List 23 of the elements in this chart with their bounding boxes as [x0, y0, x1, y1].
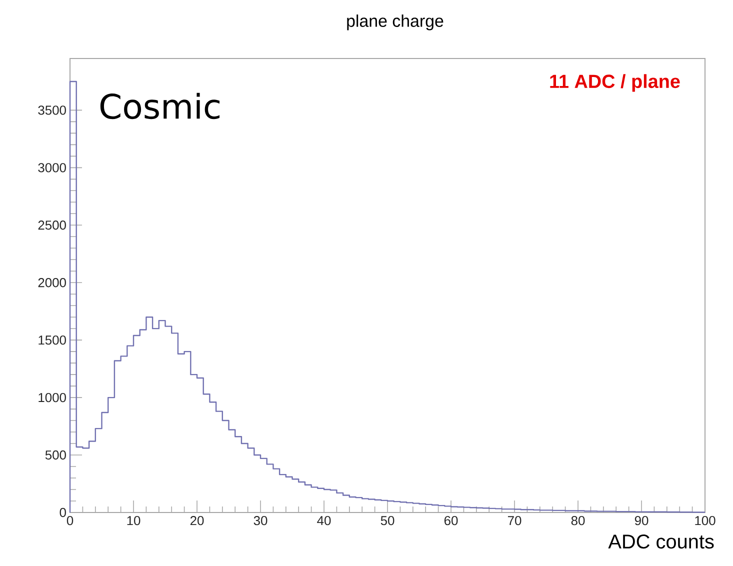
x-tick-label: 20 [190, 516, 204, 526]
x-tick-label: 10 [127, 516, 140, 526]
x-tick-label: 90 [634, 516, 648, 526]
chart-title: plane charge [347, 14, 444, 30]
y-tick-label: 1000 [38, 392, 66, 402]
x-tick-label: 50 [380, 516, 394, 526]
x-tick-label: 40 [317, 516, 331, 526]
x-tick-label: 60 [444, 516, 458, 526]
y-tick-label: 2000 [38, 278, 66, 288]
y-tick-label: 3500 [38, 106, 66, 115]
x-tick-label: 70 [508, 516, 522, 526]
x-tick-label: 80 [571, 516, 585, 526]
annotation: 11 ADC / plane [550, 74, 680, 92]
annotation: Cosmic [100, 92, 220, 120]
x-tick-label: 30 [254, 516, 268, 526]
y-tick-label: 1500 [38, 335, 66, 345]
x-axis-title: ADC counts [608, 534, 714, 549]
x-tick-label: 0 [66, 516, 74, 526]
y-tick-label: 3000 [38, 163, 66, 172]
y-tick-label: 2500 [38, 220, 66, 230]
x-tick-label: 100 [695, 516, 716, 526]
y-tick-label: 0 [60, 508, 66, 518]
y-tick-label: 500 [45, 450, 66, 460]
